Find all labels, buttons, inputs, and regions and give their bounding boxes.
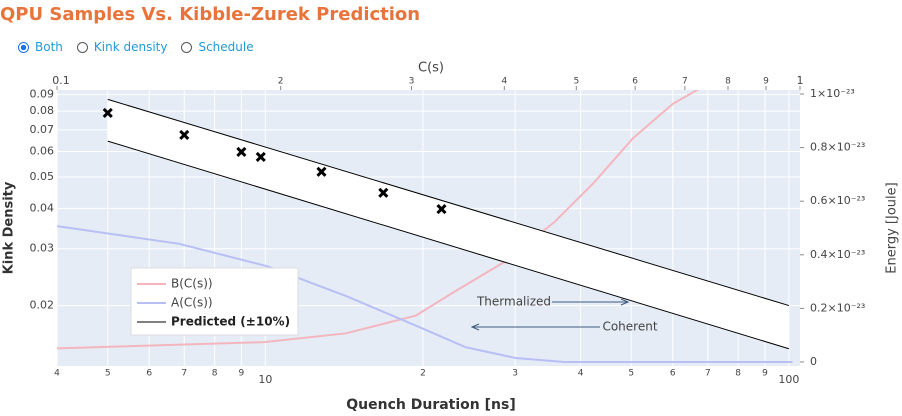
y-axis-title: Kink Density xyxy=(2,181,17,274)
x-tick-label: 10 xyxy=(258,373,272,386)
legend-label: Predicted (±10%) xyxy=(171,315,290,329)
radio-label[interactable]: Schedule xyxy=(198,40,254,54)
x2-tick-label: 5 xyxy=(573,77,579,87)
curve xyxy=(57,225,793,363)
sample-marker xyxy=(316,166,327,177)
x-tick-label: 5 xyxy=(105,369,111,379)
sample-marker xyxy=(236,146,247,158)
annotation: Thermalized xyxy=(476,295,551,309)
sample-marker xyxy=(255,151,266,163)
annotation-arrow xyxy=(552,298,630,306)
legend-box xyxy=(130,267,299,336)
x-tick-label: 3 xyxy=(512,369,518,379)
y-tick-label: 0.02 xyxy=(30,299,55,312)
radio-group: Both Kink density Schedule xyxy=(18,40,254,54)
x2-tick-label: 2 xyxy=(278,77,284,87)
prediction-line xyxy=(107,98,790,307)
x2-tick-label: 9 xyxy=(763,77,769,87)
x-tick-label: 2 xyxy=(420,369,426,379)
annotation-arrow xyxy=(470,323,600,331)
sample-marker xyxy=(378,187,389,198)
x2-tick-label: 1 xyxy=(797,74,804,87)
x2-tick-label: 7 xyxy=(682,77,688,87)
annotation: Coherent xyxy=(602,320,657,334)
x-axis-title: Quench Duration [ns] xyxy=(346,397,515,413)
radio-button[interactable] xyxy=(76,41,88,53)
radio-label[interactable]: Both xyxy=(35,40,63,54)
x2-tick-label: 0.1 xyxy=(52,74,70,87)
y2-tick-label: 0.8×10⁻²³ xyxy=(810,141,865,154)
y2-tick-label: 0.4×10⁻²³ xyxy=(810,248,865,261)
x-tick-label: 5 xyxy=(628,369,634,379)
x-tick-label: 9 xyxy=(762,369,768,379)
x2-tick-label: 3 xyxy=(409,77,415,87)
radio-option[interactable]: Both xyxy=(18,40,63,54)
x-tick-label: 6 xyxy=(146,369,152,379)
y-tick-label: 0.05 xyxy=(30,170,55,183)
legend-label: B(C(s)) xyxy=(171,277,213,291)
x-tick-label: 4 xyxy=(578,369,584,379)
y-tick-label: 0.04 xyxy=(30,201,55,214)
page-title: QPU Samples Vs. Kibble-Zurek Prediction xyxy=(0,4,421,25)
y2-tick-label: 0 xyxy=(810,355,817,368)
x-tick-label: 4 xyxy=(54,369,60,379)
x-tick-label: 8 xyxy=(212,369,218,379)
radio-button[interactable] xyxy=(18,41,29,53)
sample-marker xyxy=(179,129,190,141)
prediction-band xyxy=(107,99,789,349)
plot-layer xyxy=(57,90,793,363)
y2-tick-label: 0.2×10⁻²³ xyxy=(810,301,865,314)
prediction-line xyxy=(107,140,790,350)
x-tick-label: 9 xyxy=(239,369,245,379)
x2-tick-label: 8 xyxy=(725,77,731,87)
y-tick-label: 0.09 xyxy=(30,88,55,101)
y-tick-label: 0.03 xyxy=(30,242,55,255)
y2-tick-label: 1×10⁻²³ xyxy=(810,87,855,100)
sample-marker xyxy=(102,107,113,118)
y-tick-label: 0.07 xyxy=(30,123,55,136)
x-tick-label: 7 xyxy=(181,369,187,379)
sample-marker xyxy=(436,203,447,215)
x-tick-label: 7 xyxy=(705,369,711,379)
x-tick-label: 8 xyxy=(735,369,741,379)
x-tick-label: 6 xyxy=(670,369,676,379)
x2-tick-label: 6 xyxy=(632,77,638,87)
x2-axis-title: C(s) xyxy=(418,61,444,76)
x-tick-label: 100 xyxy=(778,373,799,386)
y2-axis-title: Energy [Joule] xyxy=(885,182,900,273)
legend-label: A(C(s)) xyxy=(171,296,213,310)
y2-tick-label: 0.6×10⁻²³ xyxy=(810,194,865,207)
radio-option[interactable]: Schedule xyxy=(181,40,254,54)
y-tick-label: 0.06 xyxy=(30,144,55,157)
x2-tick-label: 4 xyxy=(501,77,507,87)
radio-option[interactable]: Kink density xyxy=(76,40,168,54)
radio-label[interactable]: Kink density xyxy=(93,40,168,54)
radio-button[interactable] xyxy=(181,41,193,53)
y-tick-label: 0.08 xyxy=(30,104,55,117)
